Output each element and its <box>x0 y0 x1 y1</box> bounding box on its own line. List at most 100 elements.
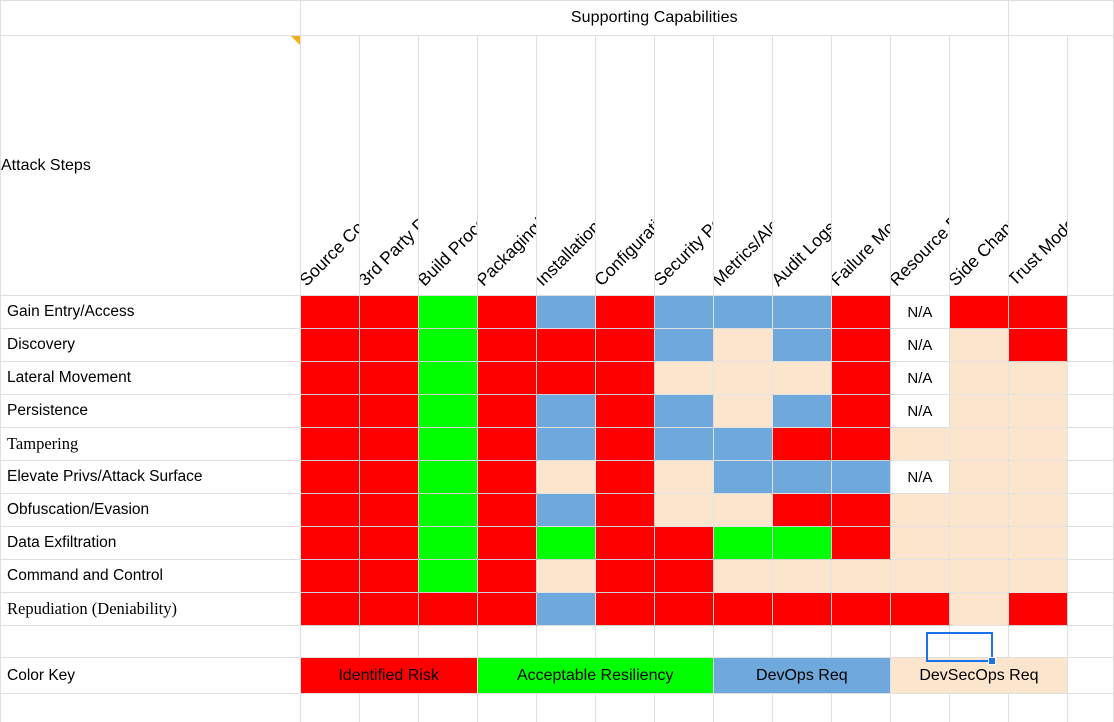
matrix-cell[interactable] <box>476 526 537 560</box>
matrix-cell[interactable] <box>889 526 950 560</box>
matrix-cell[interactable] <box>771 427 832 461</box>
matrix-cell[interactable] <box>594 361 655 395</box>
matrix-cell[interactable] <box>594 592 655 626</box>
matrix-cell[interactable] <box>653 295 714 329</box>
matrix-cell[interactable] <box>299 427 360 461</box>
matrix-cell[interactable] <box>653 493 714 527</box>
matrix-cell[interactable] <box>948 559 1009 593</box>
matrix-cell[interactable] <box>535 460 596 494</box>
matrix-cell[interactable] <box>889 592 950 626</box>
matrix-cell[interactable] <box>358 427 419 461</box>
spacer-cell[interactable] <box>358 625 419 658</box>
matrix-cell[interactable] <box>771 526 832 560</box>
matrix-cell[interactable] <box>1007 460 1069 494</box>
color-key-segment[interactable]: Acceptable Resiliency <box>476 657 714 694</box>
matrix-cell[interactable] <box>417 361 478 395</box>
matrix-cell[interactable] <box>358 493 419 527</box>
bottom-cell[interactable] <box>948 693 1009 722</box>
matrix-cell[interactable] <box>476 592 537 626</box>
matrix-cell[interactable] <box>594 328 655 362</box>
matrix-cell[interactable] <box>712 592 773 626</box>
matrix-cell[interactable] <box>771 559 832 593</box>
matrix-cell[interactable] <box>535 427 596 461</box>
matrix-cell[interactable] <box>417 526 478 560</box>
matrix-cell[interactable] <box>889 493 950 527</box>
bottom-cell[interactable] <box>1007 693 1069 722</box>
matrix-cell[interactable] <box>535 559 596 593</box>
matrix-cell[interactable] <box>712 394 773 428</box>
matrix-cell[interactable] <box>299 526 360 560</box>
matrix-cell[interactable] <box>830 394 891 428</box>
bottom-cell[interactable] <box>653 693 714 722</box>
spacer-cell[interactable] <box>417 625 478 658</box>
matrix-cell[interactable] <box>653 427 714 461</box>
matrix-cell[interactable] <box>535 526 596 560</box>
matrix-cell[interactable] <box>594 493 655 527</box>
matrix-cell[interactable] <box>771 328 832 362</box>
matrix-cell[interactable] <box>1007 328 1069 362</box>
column-header-6[interactable]: Configuration Baselines <box>594 35 655 296</box>
matrix-cell[interactable] <box>417 295 478 329</box>
matrix-cell[interactable] <box>535 394 596 428</box>
column-header-5[interactable]: Installation <box>535 35 596 296</box>
matrix-cell[interactable] <box>712 361 773 395</box>
column-header-4[interactable]: Packaging/Distribution Integrity <box>476 35 537 296</box>
matrix-cell[interactable] <box>358 592 419 626</box>
comment-flag-icon[interactable] <box>290 36 300 45</box>
bottom-cell[interactable] <box>358 693 419 722</box>
matrix-cell[interactable] <box>299 592 360 626</box>
matrix-cell[interactable] <box>358 394 419 428</box>
matrix-cell[interactable] <box>830 592 891 626</box>
spacer-cell[interactable] <box>594 625 655 658</box>
column-header-10[interactable]: Failure Modes <box>830 35 891 296</box>
spacer-cell[interactable] <box>476 625 537 658</box>
spacer-cell[interactable] <box>653 625 714 658</box>
bottom-cell[interactable] <box>889 693 950 722</box>
matrix-cell[interactable] <box>1007 361 1069 395</box>
matrix-cell[interactable] <box>417 592 478 626</box>
matrix-cell[interactable] <box>1007 526 1069 560</box>
matrix-cell[interactable] <box>830 493 891 527</box>
matrix-cell[interactable] <box>948 592 1009 626</box>
matrix-cell[interactable] <box>948 427 1009 461</box>
color-key-segment[interactable]: DevOps Req <box>712 657 891 694</box>
matrix-cell[interactable] <box>948 526 1009 560</box>
matrix-cell[interactable] <box>299 295 360 329</box>
matrix-cell[interactable] <box>653 460 714 494</box>
matrix-cell[interactable] <box>948 493 1009 527</box>
matrix-cell[interactable] <box>358 526 419 560</box>
spacer-cell[interactable] <box>712 625 773 658</box>
matrix-cell[interactable] <box>299 460 360 494</box>
matrix-cell[interactable] <box>653 559 714 593</box>
matrix-cell[interactable] <box>889 427 950 461</box>
column-header-1[interactable]: Source Code Review <box>299 35 360 296</box>
matrix-cell[interactable] <box>948 460 1009 494</box>
matrix-cell[interactable] <box>476 394 537 428</box>
spacer-cell[interactable] <box>535 625 596 658</box>
matrix-cell[interactable] <box>653 592 714 626</box>
matrix-cell[interactable] <box>712 460 773 494</box>
matrix-cell[interactable] <box>653 361 714 395</box>
matrix-cell[interactable] <box>653 526 714 560</box>
bottom-cell[interactable] <box>417 693 478 722</box>
matrix-cell[interactable] <box>476 295 537 329</box>
bottom-cell[interactable] <box>535 693 596 722</box>
matrix-cell[interactable]: N/A <box>889 328 950 362</box>
spacer-cell[interactable] <box>830 625 891 658</box>
matrix-cell[interactable] <box>417 394 478 428</box>
matrix-cell[interactable] <box>771 592 832 626</box>
matrix-cell[interactable] <box>476 361 537 395</box>
column-header-9[interactable]: Audit Logs <box>771 35 832 296</box>
matrix-cell[interactable] <box>830 328 891 362</box>
matrix-cell[interactable] <box>948 361 1009 395</box>
column-header-12[interactable]: Side Channel Defenses <box>948 35 1009 296</box>
column-header-13[interactable]: Trust Model <box>1007 35 1069 296</box>
column-header-2[interactable]: 3rd Party Dependency Vulnerabilities <box>358 35 419 296</box>
matrix-cell[interactable] <box>1007 394 1069 428</box>
matrix-cell[interactable] <box>299 361 360 395</box>
spacer-cell[interactable] <box>771 625 832 658</box>
matrix-cell[interactable]: N/A <box>889 295 950 329</box>
matrix-cell[interactable] <box>535 493 596 527</box>
matrix-cell[interactable] <box>771 295 832 329</box>
bottom-cell[interactable] <box>830 693 891 722</box>
